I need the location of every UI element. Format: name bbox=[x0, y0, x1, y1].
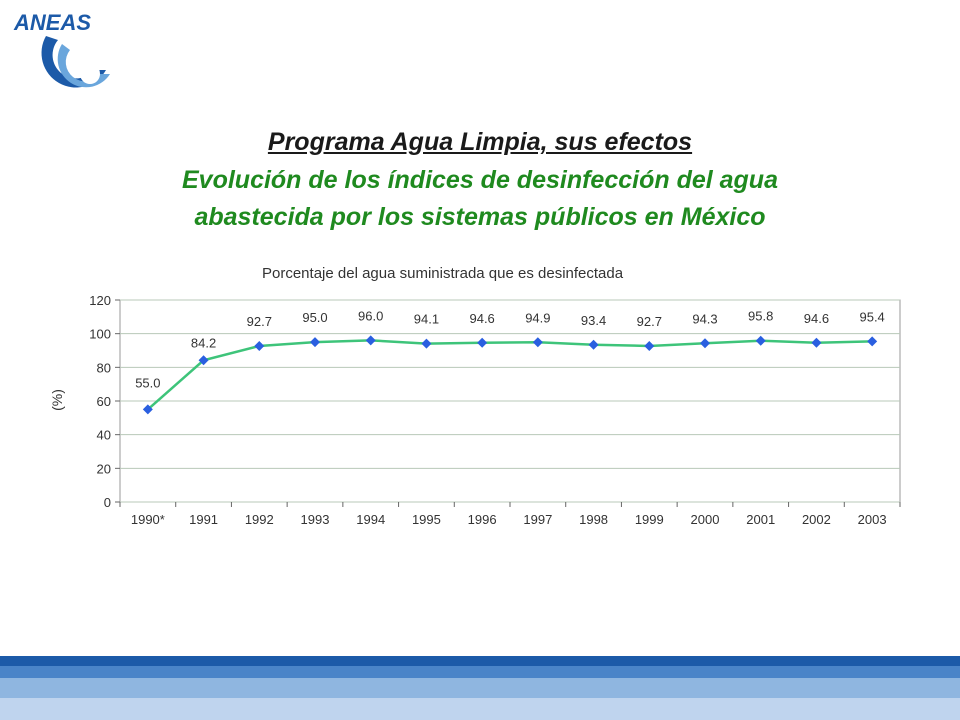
data-label: 92.7 bbox=[637, 314, 662, 329]
slide-header: Programa Agua Limpia, sus efectos Evoluc… bbox=[0, 122, 960, 236]
y-tick-label: 20 bbox=[97, 461, 111, 476]
logo-text: ANEAS bbox=[13, 10, 91, 35]
x-tick-label: 1999 bbox=[635, 512, 664, 527]
data-label: 95.8 bbox=[748, 309, 773, 324]
data-point bbox=[588, 339, 599, 350]
aneas-logo: ANEAS bbox=[13, 10, 110, 88]
data-point bbox=[198, 355, 209, 366]
x-tick-label: 1992 bbox=[245, 512, 274, 527]
data-point bbox=[310, 337, 320, 348]
data-point bbox=[644, 340, 655, 351]
data-point bbox=[142, 404, 153, 415]
data-label: 96.0 bbox=[358, 308, 383, 323]
y-tick-label: 120 bbox=[89, 293, 111, 308]
x-tick-label: 2000 bbox=[691, 512, 720, 527]
y-tick-label: 60 bbox=[97, 394, 111, 409]
y-tick-label: 80 bbox=[97, 360, 111, 375]
x-tick-label: 1994 bbox=[356, 512, 385, 527]
disinfection-line-chart: Porcentaje del agua suministrada que es … bbox=[49, 265, 901, 527]
data-point bbox=[532, 337, 543, 348]
x-tick-label: 1995 bbox=[412, 512, 441, 527]
x-tick-label: 2003 bbox=[858, 512, 887, 527]
data-label: 94.9 bbox=[525, 310, 550, 325]
footer-band-light bbox=[0, 678, 960, 698]
y-tick-label: 100 bbox=[89, 327, 111, 342]
y-tick-label: 0 bbox=[104, 495, 111, 510]
slide-subtitle-line-2: abastecida por los sistemas públicos en … bbox=[194, 203, 766, 231]
x-tick-label: 1991 bbox=[189, 512, 218, 527]
x-tick-label: 2001 bbox=[746, 512, 775, 527]
footer-band-dark bbox=[0, 656, 960, 666]
y-tick-label: 40 bbox=[97, 428, 111, 443]
x-tick-label: 1998 bbox=[579, 512, 608, 527]
data-label: 94.1 bbox=[414, 312, 439, 327]
series-line bbox=[147, 339, 873, 411]
footer-band-pale bbox=[0, 698, 960, 720]
data-label: 94.6 bbox=[804, 311, 829, 326]
x-tick-label: 1996 bbox=[468, 512, 497, 527]
slide-title: Programa Agua Limpia, sus efectos bbox=[267, 128, 693, 156]
x-tick-label: 1990* bbox=[131, 512, 165, 527]
data-label: 55.0 bbox=[135, 375, 160, 390]
data-label: 84.2 bbox=[191, 335, 216, 350]
data-label: 94.3 bbox=[692, 311, 717, 326]
footer-band-mid bbox=[0, 666, 960, 678]
data-point bbox=[755, 335, 766, 346]
data-point bbox=[811, 337, 822, 348]
data-label: 94.6 bbox=[469, 311, 494, 326]
chart-title: Porcentaje del agua suministrada que es … bbox=[262, 265, 624, 282]
data-point bbox=[421, 338, 432, 349]
data-label: 93.4 bbox=[581, 313, 606, 328]
data-point bbox=[867, 336, 878, 347]
data-label: 95.0 bbox=[302, 310, 327, 325]
data-label: 92.7 bbox=[247, 314, 272, 329]
data-point bbox=[477, 337, 488, 348]
data-point bbox=[254, 340, 265, 351]
x-tick-label: 1993 bbox=[301, 512, 330, 527]
x-tick-label: 1997 bbox=[523, 512, 552, 527]
slide-subtitle-line-1: Evolución de los índices de desinfección… bbox=[182, 166, 778, 194]
data-label: 95.4 bbox=[859, 309, 884, 324]
footer-bands bbox=[0, 656, 960, 720]
x-tick-label: 2002 bbox=[802, 512, 831, 527]
data-point bbox=[700, 338, 710, 349]
y-axis-label: (%) bbox=[49, 389, 65, 411]
data-point bbox=[365, 335, 376, 346]
